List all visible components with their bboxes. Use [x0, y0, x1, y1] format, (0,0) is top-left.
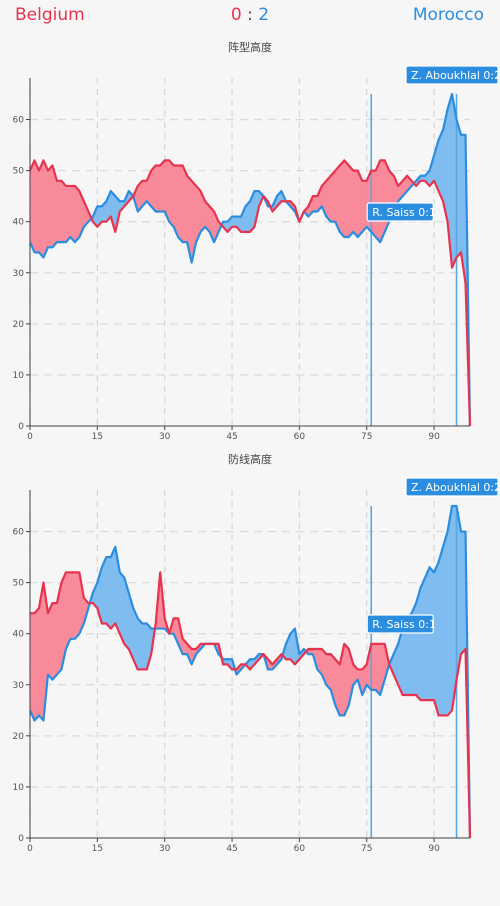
- area-fill-segment: [74, 185, 80, 243]
- area-fill-segment: [375, 160, 381, 243]
- match-header: Belgium 0 : 2 Morocco: [0, 0, 500, 34]
- area-fill-segment: [61, 180, 67, 243]
- area-fill-segment: [420, 577, 426, 701]
- chart-title: 防线高度: [228, 452, 272, 466]
- area-fill-segment: [362, 180, 367, 233]
- y-tick-label: 60: [13, 528, 25, 538]
- goal-event-label-box: [366, 614, 434, 634]
- area-fill-segment: [74, 572, 80, 640]
- goal-event-label: Z. Aboukhlal 0:2: [411, 69, 500, 82]
- x-tick-label: 30: [159, 844, 171, 854]
- area-fill-segment: [30, 160, 35, 253]
- x-tick-label: 0: [27, 844, 33, 854]
- home-team-name: Belgium: [15, 5, 85, 25]
- area-fill-segment: [70, 185, 76, 243]
- goal-event-label: R. Saiss 0:1: [372, 618, 436, 631]
- area-fill-segment: [447, 505, 453, 716]
- score-away: 2: [258, 5, 270, 25]
- series-line-morocco: [30, 92, 472, 426]
- area-fill-segment: [380, 160, 385, 243]
- area-fill-segment: [168, 159, 174, 228]
- x-tick-label: 60: [294, 432, 306, 442]
- y-tick-label: 10: [13, 371, 25, 381]
- area-fill-segment: [353, 170, 358, 238]
- defensive-line-height-chart: 防线高度 0 15 30 45 60 75 90 0 10 20 30 40 50 60 R. Saiss 0…: [13, 452, 500, 854]
- y-tick-label: 20: [13, 732, 25, 742]
- area-fill-segment: [442, 531, 448, 716]
- area-fill-segment: [38, 160, 44, 258]
- area-fill-segment: [70, 572, 76, 640]
- y-tick-label: 40: [13, 218, 25, 228]
- y-tick-label: 30: [13, 681, 25, 691]
- area-fill-segment: [47, 164, 53, 248]
- score: 0 : 2: [0, 5, 500, 25]
- area-fill-segment: [52, 602, 58, 681]
- y-tick-label: 0: [18, 422, 24, 432]
- y-tick-label: 10: [13, 783, 25, 793]
- x-tick-label: 0: [27, 432, 33, 442]
- y-tick-label: 40: [13, 630, 25, 640]
- x-tick-label: 15: [92, 844, 103, 854]
- goal-event-label: R. Saiss 0:1: [372, 206, 436, 219]
- area-fill-segment: [137, 617, 143, 670]
- x-tick-label: 30: [159, 432, 171, 442]
- area-fill-segment: [415, 587, 421, 701]
- area-fill-segment: [160, 159, 165, 212]
- area-fill-segment: [65, 572, 71, 650]
- area-fill-segment: [65, 185, 71, 243]
- area-fill-segment: [110, 546, 116, 630]
- area-fill-segment: [155, 165, 161, 212]
- area-fill-segment: [43, 160, 49, 258]
- area-fill-segment: [438, 546, 444, 716]
- y-tick-label: 50: [13, 167, 25, 177]
- area-fill-segment: [424, 567, 430, 701]
- area-fill-segment: [375, 643, 381, 696]
- area-fill-segment: [106, 556, 112, 630]
- area-fill-segment: [348, 164, 354, 238]
- area-fill-segment: [429, 566, 435, 701]
- goal-event-label-box: [405, 477, 499, 497]
- x-tick-label: 15: [92, 432, 103, 442]
- away-team-name: Morocco: [412, 5, 484, 25]
- area-fill-segment: [56, 180, 62, 243]
- area-fill-segment: [30, 613, 35, 721]
- area-fill-segment: [339, 159, 345, 238]
- score-separator: :: [247, 5, 253, 25]
- x-tick-label: 45: [226, 844, 237, 854]
- area-fill-segment: [151, 164, 156, 213]
- area-fill-segment: [142, 623, 147, 670]
- goal-event-label-box: [366, 202, 434, 222]
- y-tick-label: 60: [13, 116, 25, 126]
- x-tick-label: 45: [226, 432, 237, 442]
- x-tick-label: 75: [361, 844, 372, 854]
- area-fill-segment: [231, 216, 237, 228]
- chart-title: 阵型高度: [228, 40, 272, 54]
- y-tick-label: 50: [13, 579, 25, 589]
- series-line-belgium: [30, 571, 472, 838]
- goal-event-label: Z. Aboukhlal 0:2: [411, 481, 500, 494]
- area-fill-segment: [34, 607, 40, 722]
- area-fill-segment: [344, 159, 349, 238]
- area-fill-segment: [330, 170, 336, 222]
- x-tick-label: 90: [428, 432, 440, 442]
- area-fill-segment: [177, 165, 183, 243]
- series-line-morocco: [30, 504, 472, 838]
- y-tick-label: 0: [18, 834, 24, 844]
- x-tick-label: 90: [428, 844, 440, 854]
- score-home: 0: [230, 5, 242, 25]
- x-tick-label: 60: [294, 844, 306, 854]
- goal-event-label-box: [405, 65, 499, 85]
- formation-height-chart: 阵型高度 0 15 30 45 60 75 90 0 10 20 30 40 50 60 R. Saiss 0…: [13, 40, 500, 442]
- x-tick-label: 75: [361, 432, 372, 442]
- area-fill-segment: [312, 195, 318, 212]
- y-tick-label: 30: [13, 269, 25, 279]
- y-tick-label: 20: [13, 320, 25, 330]
- area-fill-segment: [34, 160, 40, 253]
- area-fill-segment: [433, 562, 439, 716]
- area-fill-segment: [326, 175, 332, 223]
- area-fill-segment: [182, 165, 188, 243]
- area-fill-segment: [47, 602, 53, 681]
- series-line-belgium: [30, 159, 472, 426]
